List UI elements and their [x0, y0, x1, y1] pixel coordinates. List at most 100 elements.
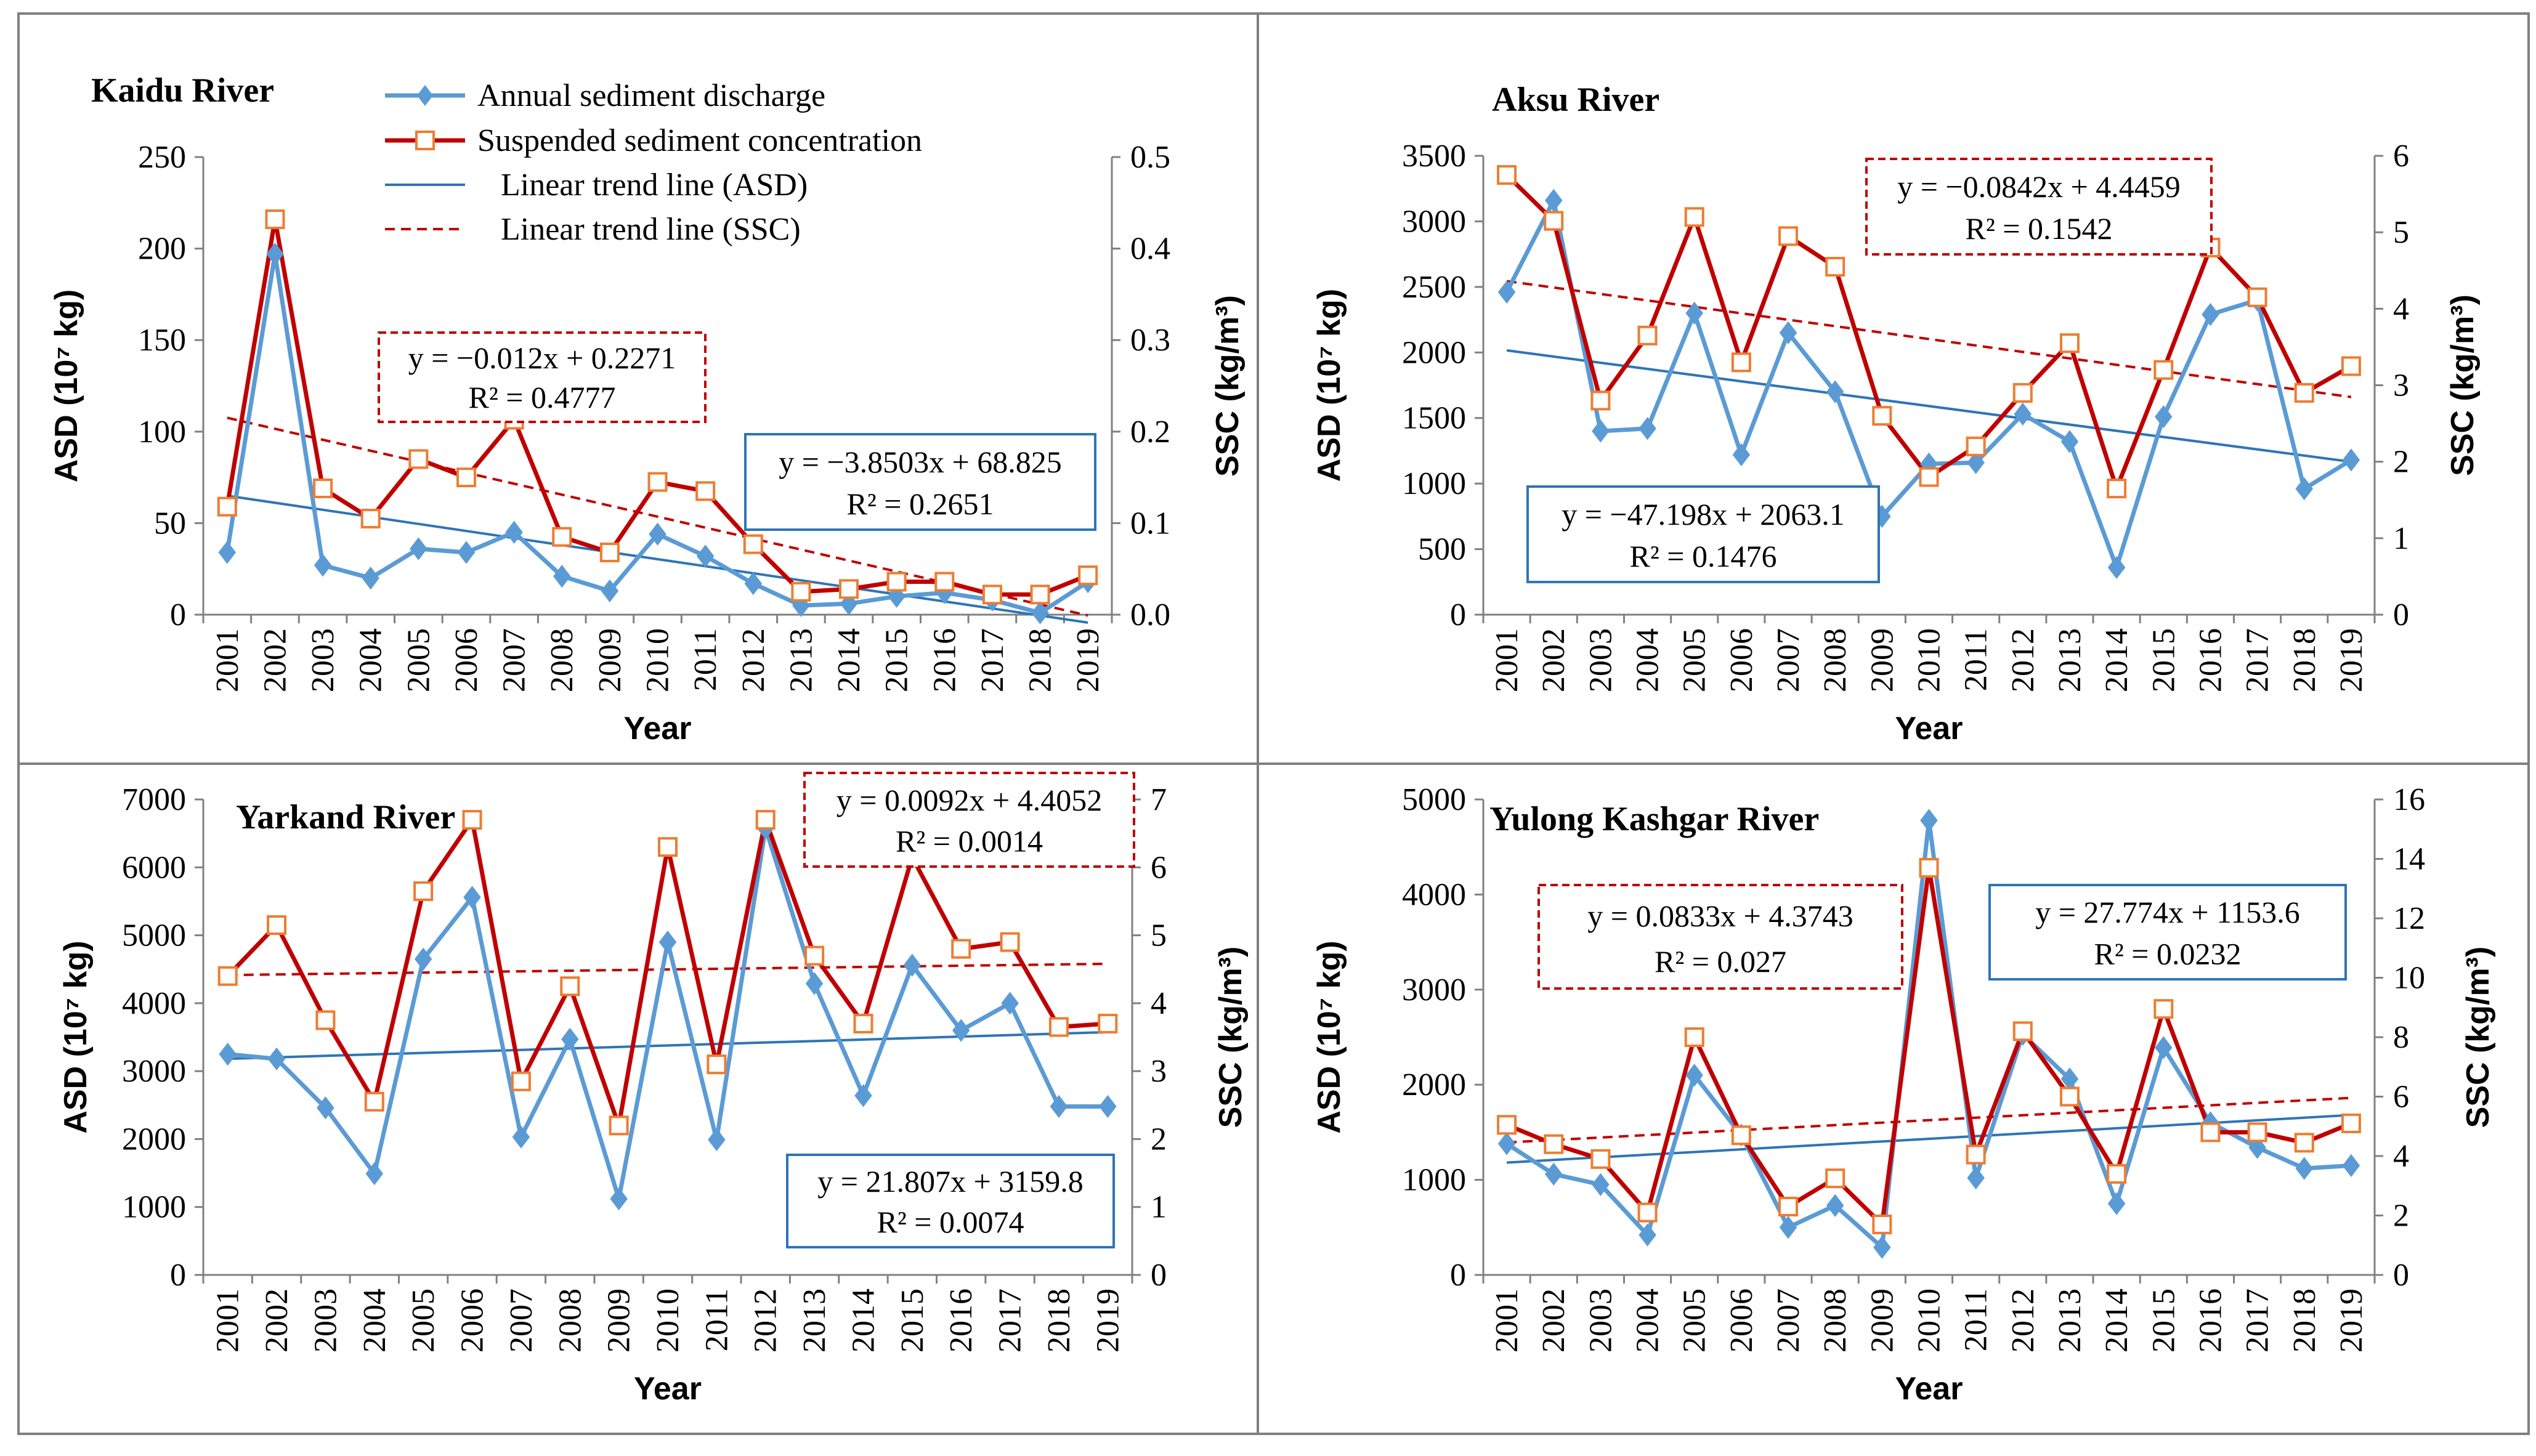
ssc-point: [1872, 1214, 1892, 1234]
r-squared-text: R² = 0.1476: [1629, 539, 1776, 573]
asd-point: [463, 886, 481, 909]
equation-box-ssc-frame: [803, 772, 1135, 868]
y-tick-label-right: 0.5: [1130, 140, 1170, 175]
asd-point: [1592, 419, 1610, 443]
panel-title: Kaidu River: [91, 71, 274, 110]
asd-point: [267, 1047, 286, 1070]
y-tick-label-left: 3000: [1402, 973, 1466, 1008]
x-tick-label: 2005: [1677, 628, 1712, 692]
asd-point: [658, 930, 677, 954]
y-tick-label-left: 7000: [122, 782, 186, 817]
ssc-point: [1030, 584, 1050, 605]
y-axis-title-right: SSC (kg/m³): [2460, 947, 2496, 1128]
ssc-point: [1637, 325, 1658, 346]
x-tick-label: 2002: [1536, 628, 1571, 692]
y-tick-label-left: 2000: [1402, 335, 1466, 370]
y-axis-title-left: ASD (10⁷ kg): [1311, 289, 1347, 482]
x-tick-label: 2010: [1912, 1288, 1947, 1353]
ssc-point: [2012, 1021, 2033, 1041]
ssc-point: [853, 1013, 873, 1033]
asd-point: [1544, 188, 1563, 212]
asd-point: [903, 953, 922, 977]
ssc-point: [2247, 1122, 2267, 1143]
y-tick-label-right: 0.3: [1130, 323, 1170, 358]
y-tick-label-left: 1000: [1402, 466, 1466, 501]
x-tick-label: 2005: [1677, 1288, 1712, 1353]
y-tick-label-left: 3500: [1402, 139, 1466, 174]
y-tick-label-right: 0.2: [1130, 415, 1170, 450]
x-tick-label: 2018: [2287, 1288, 2322, 1353]
y-tick-label-right: 0: [2393, 597, 2409, 633]
x-tick-label: 2012: [2006, 1288, 2041, 1353]
y-tick-label-right: 3: [1151, 1054, 1167, 1089]
equation-box-asd-frame: [1526, 485, 1880, 583]
equation-box-ssc: y = 0.0833x + 4.3743 R² = 0.027: [1537, 884, 1903, 990]
asd-point: [1639, 1223, 1656, 1247]
y-tick-label-left: 50: [154, 506, 186, 541]
x-tick-label: 2008: [553, 1288, 588, 1353]
x-tick-label: 2015: [895, 1288, 930, 1353]
ssc-point: [462, 810, 482, 830]
ssc-point: [1637, 1202, 1658, 1223]
x-tick-label: 2013: [784, 628, 819, 692]
x-tick-label: 2009: [1865, 628, 1900, 692]
ssc-point: [1590, 390, 1611, 411]
legend-asd-marker: [417, 85, 433, 106]
y-tick-label-left: 250: [138, 140, 186, 175]
ssc-point: [1098, 1013, 1118, 1033]
x-tick-label: 2013: [2052, 1288, 2088, 1353]
asd-point: [1732, 443, 1751, 466]
asd-point: [649, 522, 666, 546]
x-tick-label: 2010: [650, 1288, 686, 1353]
asd-point: [314, 554, 332, 577]
trend-line-ssc: [227, 962, 1108, 977]
x-tick-label: 2002: [259, 1288, 294, 1353]
ssc-point: [267, 915, 287, 936]
asd-point: [219, 1042, 237, 1066]
x-tick-label: 2015: [2146, 1288, 2181, 1353]
ssc-point: [599, 542, 620, 562]
ssc-point: [934, 572, 955, 592]
x-tick-label: 2009: [1865, 1288, 1900, 1353]
x-tick-label: 2014: [846, 1288, 881, 1353]
asd-point: [601, 579, 619, 603]
x-tick-label: 2003: [1583, 628, 1618, 692]
x-tick-label: 2016: [927, 628, 962, 692]
equation-text: y = 0.0833x + 4.3743: [1587, 899, 1853, 933]
y-tick-label-right: 7: [1151, 782, 1167, 817]
asd-point: [2342, 1154, 2360, 1178]
y-tick-label-right: 4: [2393, 291, 2409, 326]
asd-point: [2107, 1192, 2126, 1215]
y-tick-label-left: 2000: [1402, 1067, 1466, 1102]
y-tick-label-right: 6: [2393, 139, 2409, 174]
asd-point: [561, 1027, 579, 1051]
asd-point: [410, 537, 427, 560]
ssc-point: [265, 209, 285, 230]
y-tick-label-right: 0: [1151, 1258, 1167, 1293]
asd-point: [610, 1187, 628, 1211]
equation-box-asd: y = 27.774x + 1153.6 R² = 0.0232: [1988, 884, 2347, 981]
asd-point: [2202, 302, 2219, 326]
x-tick-label: 2019: [1090, 1288, 1125, 1353]
ssc-point: [886, 572, 907, 592]
ssc-point: [658, 837, 678, 857]
chart-panel-2: 0 500 1000 1500 2000 2500 3000 3500 0 1 2 3 4 5 6 2001 2…: [1311, 81, 2481, 746]
y-tick-label-right: 6: [1151, 850, 1167, 885]
ssc-point: [511, 1071, 531, 1091]
equation-box-asd-frame: [744, 433, 1096, 531]
y-axis-title-left: ASD (10⁷ kg): [1311, 940, 1347, 1133]
equation-box-ssc-frame: [1537, 884, 1903, 990]
ssc-point: [743, 534, 763, 554]
y-tick-label-left: 1000: [1402, 1163, 1466, 1198]
y-tick-label-left: 1000: [122, 1190, 186, 1225]
asd-point: [1639, 417, 1656, 440]
ssc-point: [1544, 1134, 1564, 1154]
ssc-point: [217, 966, 238, 986]
y-tick-label-left: 6000: [122, 850, 186, 885]
ssc-point: [1731, 352, 1751, 373]
asd-point: [414, 947, 432, 971]
x-tick-label: 2003: [308, 1288, 343, 1353]
equation-text: y = −0.012x + 0.2271: [408, 341, 676, 375]
y-tick-label-right: 6: [2393, 1080, 2409, 1115]
